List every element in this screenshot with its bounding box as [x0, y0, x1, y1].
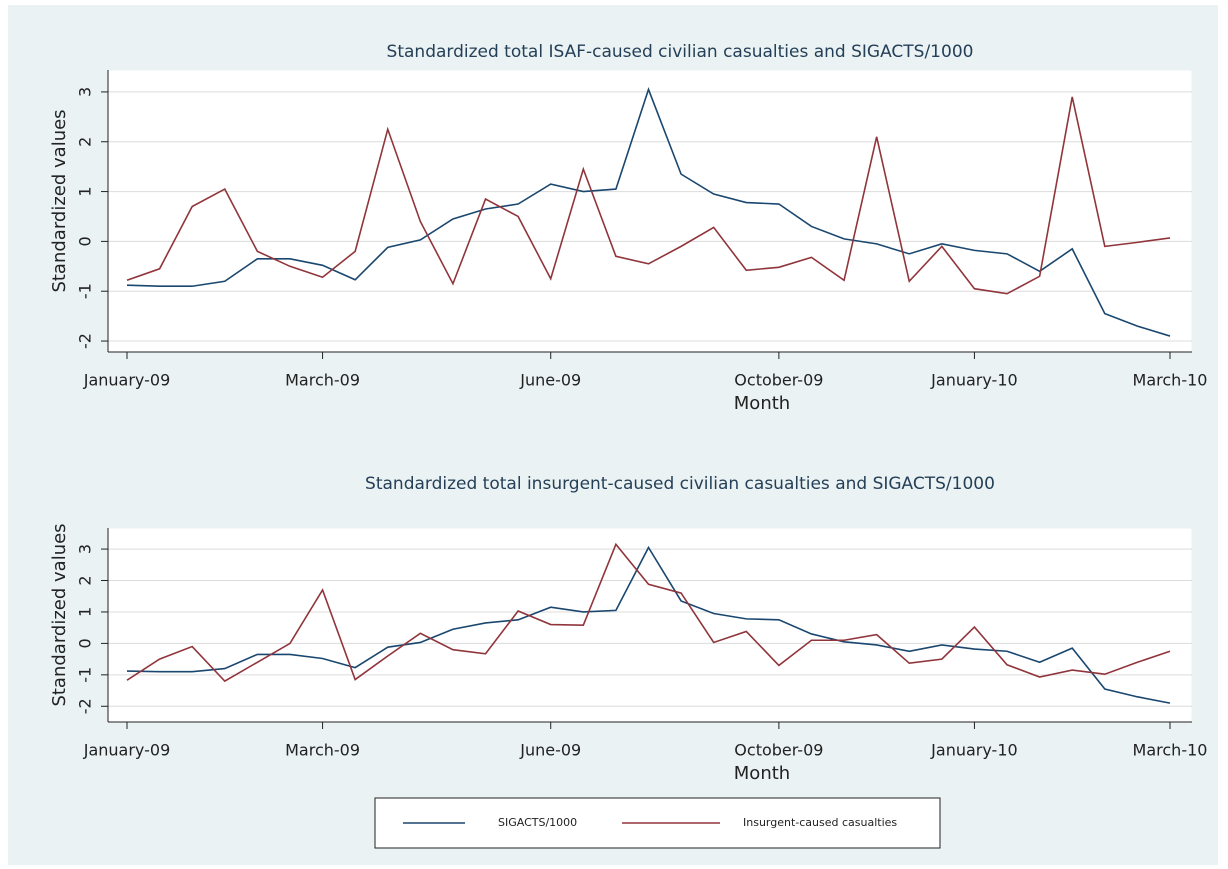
x-tick-label: June-09 — [519, 741, 581, 760]
chart-title: Standardized total ISAF-caused civilian … — [387, 42, 974, 62]
x-tick-label: January-09 — [83, 741, 171, 760]
x-tick-label: March-10 — [1133, 371, 1208, 390]
y-tick-label: -1 — [76, 283, 95, 299]
x-axis-title: Month — [734, 393, 790, 414]
y-tick-label: 0 — [76, 638, 95, 648]
x-tick-label: March-09 — [285, 741, 360, 760]
y-axis-title: Standardized values — [49, 523, 70, 706]
x-axis-title: Month — [734, 763, 790, 784]
x-tick-label: January-10 — [930, 371, 1018, 390]
y-tick-label: 2 — [76, 575, 95, 585]
y-tick-label: 3 — [76, 544, 95, 554]
series-line — [126, 96, 1171, 295]
y-tick-label: -2 — [76, 698, 95, 714]
x-tick-label: October-09 — [734, 371, 823, 390]
x-tick-label: June-09 — [519, 371, 581, 390]
chart-title: Standardized total insurgent-caused civi… — [365, 474, 995, 494]
x-tick-label: October-09 — [734, 741, 823, 760]
y-tick-label: 0 — [76, 236, 95, 246]
y-tick-label: 1 — [76, 607, 95, 617]
series-line — [126, 545, 1171, 704]
legend-label: Insurgent-caused casualties — [743, 816, 897, 829]
y-axis-title: Standardized values — [49, 109, 70, 292]
plot-area — [107, 69, 1193, 353]
x-tick-label: January-10 — [930, 741, 1018, 760]
x-tick-label: March-10 — [1133, 741, 1208, 760]
x-tick-label: March-09 — [285, 371, 360, 390]
y-tick-label: 2 — [76, 137, 95, 147]
x-tick-label: January-09 — [83, 371, 171, 390]
y-tick-label: -1 — [76, 667, 95, 683]
series-line — [126, 542, 1171, 683]
y-tick-label: 3 — [76, 87, 95, 97]
plot-area — [107, 527, 1193, 723]
y-tick-label: 1 — [76, 186, 95, 196]
legend-label: SIGACTS/1000 — [498, 816, 577, 829]
series-line — [126, 87, 1171, 337]
y-tick-label: -2 — [76, 333, 95, 349]
